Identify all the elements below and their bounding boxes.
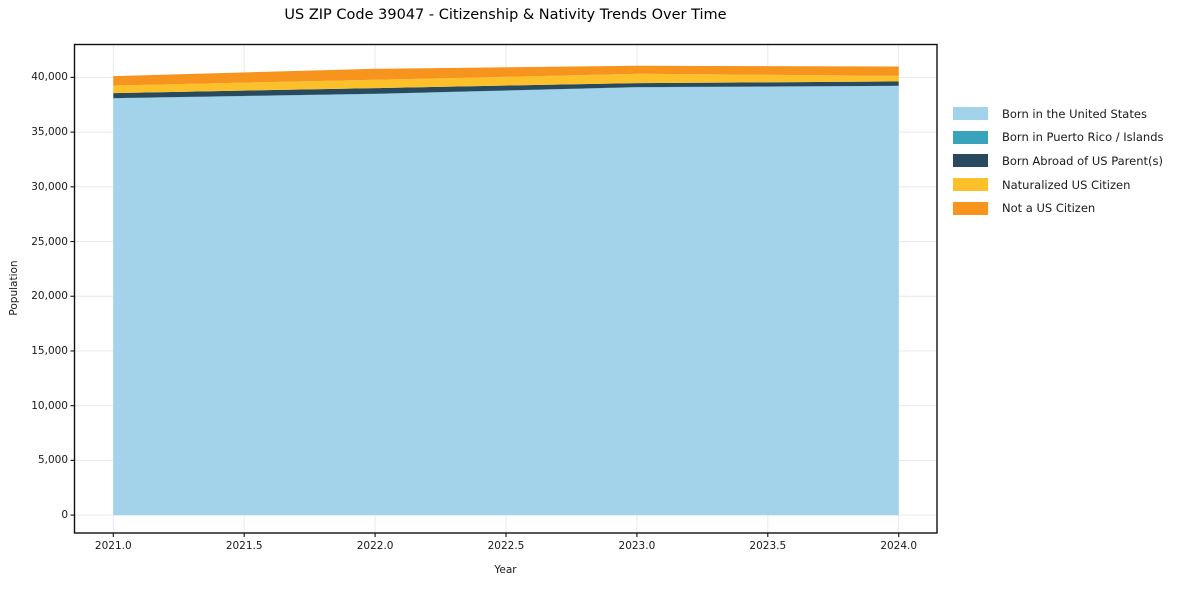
- legend-swatch-puerto-rico-icon: [953, 130, 988, 144]
- x-tick-label: 2023.0: [618, 540, 656, 552]
- area-series: [113, 81, 899, 99]
- y-tick-label: 20,000: [31, 290, 68, 303]
- legend-item: Born in Puerto Rico / Islands: [953, 126, 1164, 150]
- y-axis-label: Population: [8, 260, 20, 316]
- y-tick-label: 30,000: [31, 180, 68, 193]
- y-tick-label: 5,000: [37, 454, 68, 467]
- area-series: [113, 65, 899, 86]
- legend-label: Born in the United States: [1002, 106, 1147, 121]
- y-tick-label: 0: [61, 509, 68, 522]
- area-series: [113, 73, 899, 94]
- x-tick-label: 2022.0: [356, 540, 394, 552]
- chart-title: US ZIP Code 39047 - Citizenship & Nativi…: [284, 7, 727, 23]
- area-series: [113, 86, 899, 516]
- legend-swatch-not-citizen-icon: [953, 201, 988, 215]
- x-tick-label: 2022.5: [487, 540, 525, 552]
- x-tick-label: 2021.0: [94, 540, 132, 552]
- plot-border: [73, 43, 938, 534]
- y-tick-label: 15,000: [31, 344, 68, 357]
- legend-item: Naturalized US Citizen: [953, 173, 1164, 197]
- y-tick-label: 25,000: [31, 235, 68, 248]
- legend-label: Not a US Citizen: [1002, 201, 1096, 216]
- legend-label: Naturalized US Citizen: [1002, 177, 1131, 192]
- y-tick-label: 35,000: [31, 126, 68, 139]
- legend-swatch-born-abroad-icon: [953, 154, 988, 168]
- x-tick-label: 2023.5: [749, 540, 787, 552]
- legend-item: Born in the United States: [953, 102, 1164, 126]
- chart-legend: Born in the United States Born in Puerto…: [953, 102, 1164, 220]
- legend-label: Born Abroad of US Parent(s): [1002, 153, 1163, 168]
- legend-item: Not a US Citizen: [953, 196, 1164, 220]
- legend-label: Born in Puerto Rico / Islands: [1002, 130, 1164, 145]
- legend-swatch-naturalized-icon: [953, 178, 988, 192]
- x-tick-label: 2021.5: [225, 540, 263, 552]
- x-tick-label: 2024.0: [880, 540, 918, 552]
- y-tick-label: 10,000: [31, 399, 68, 412]
- y-tick-label: 40,000: [31, 71, 68, 84]
- x-axis-label: Year: [494, 564, 517, 576]
- legend-swatch-born-us-icon: [953, 107, 988, 121]
- legend-item: Born Abroad of US Parent(s): [953, 149, 1164, 173]
